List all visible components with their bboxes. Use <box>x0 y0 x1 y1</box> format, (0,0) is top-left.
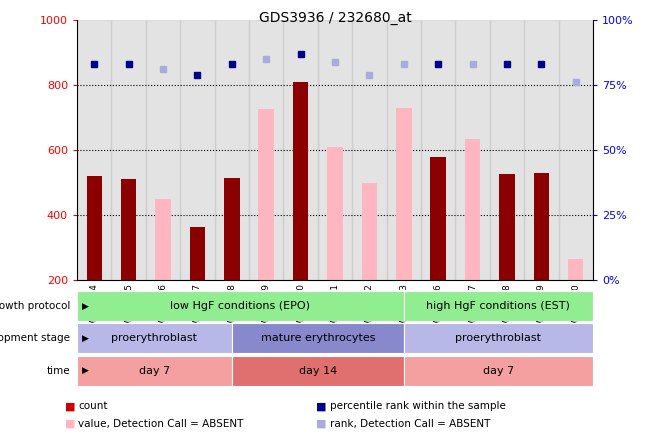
Text: day 7: day 7 <box>483 366 514 376</box>
Bar <box>465 139 480 280</box>
Bar <box>404 323 593 353</box>
Bar <box>387 20 421 280</box>
Text: mature erythrocytes: mature erythrocytes <box>261 333 375 343</box>
Text: proerythroblast: proerythroblast <box>111 333 198 343</box>
Bar <box>232 323 404 353</box>
Bar <box>490 20 524 280</box>
Text: count: count <box>78 401 108 411</box>
Bar <box>293 82 308 280</box>
Bar <box>568 259 584 280</box>
Bar <box>559 20 593 280</box>
Bar <box>362 182 377 280</box>
Bar <box>180 20 214 280</box>
Text: growth protocol: growth protocol <box>0 301 70 311</box>
Text: ■: ■ <box>65 419 76 429</box>
Bar <box>318 20 352 280</box>
Text: high HgF conditions (EST): high HgF conditions (EST) <box>426 301 570 311</box>
Text: GDS3936 / 232680_at: GDS3936 / 232680_at <box>259 11 411 25</box>
Bar <box>352 20 387 280</box>
Bar <box>421 20 456 280</box>
Bar <box>224 178 240 280</box>
Text: ▶: ▶ <box>82 334 89 343</box>
Text: ■: ■ <box>316 401 327 411</box>
Bar <box>77 356 232 386</box>
Bar <box>430 157 446 280</box>
Text: development stage: development stage <box>0 333 70 343</box>
Bar <box>155 199 171 280</box>
Bar <box>283 20 318 280</box>
Text: ▶: ▶ <box>82 301 89 310</box>
Bar <box>86 176 102 280</box>
Bar <box>190 226 205 280</box>
Bar <box>533 173 549 280</box>
Text: day 14: day 14 <box>299 366 337 376</box>
Text: proerythroblast: proerythroblast <box>456 333 541 343</box>
Text: low HgF conditions (EPO): low HgF conditions (EPO) <box>170 301 310 311</box>
Text: ■: ■ <box>65 401 76 411</box>
Bar <box>146 20 180 280</box>
Bar <box>396 108 411 280</box>
Bar <box>259 109 274 280</box>
Bar <box>77 291 404 321</box>
Bar <box>214 20 249 280</box>
Bar <box>77 20 111 280</box>
Bar <box>232 356 404 386</box>
Bar <box>404 356 593 386</box>
Bar <box>249 20 283 280</box>
Bar <box>499 174 515 280</box>
Text: rank, Detection Call = ABSENT: rank, Detection Call = ABSENT <box>330 419 490 429</box>
Text: value, Detection Call = ABSENT: value, Detection Call = ABSENT <box>78 419 244 429</box>
Text: day 7: day 7 <box>139 366 170 376</box>
Bar <box>121 179 137 280</box>
Text: time: time <box>47 366 70 376</box>
Bar <box>327 147 343 280</box>
Bar <box>404 291 593 321</box>
Text: percentile rank within the sample: percentile rank within the sample <box>330 401 505 411</box>
Bar <box>77 323 232 353</box>
Text: ■: ■ <box>316 419 327 429</box>
Bar <box>111 20 146 280</box>
Bar <box>456 20 490 280</box>
Text: ▶: ▶ <box>82 366 89 375</box>
Bar <box>524 20 559 280</box>
